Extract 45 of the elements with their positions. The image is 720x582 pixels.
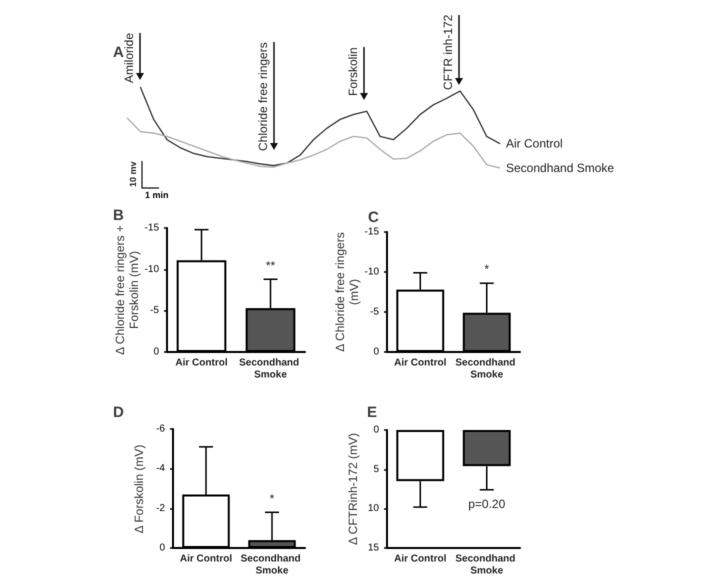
y-tick-label: -15	[364, 226, 380, 238]
y-tick-label: -2	[156, 502, 166, 514]
series-label: Secondhand Smoke	[506, 161, 614, 175]
annotation: **	[266, 258, 276, 272]
x-tick-label: Air Control	[180, 554, 232, 564]
y-tick-label: 0	[373, 346, 380, 358]
annotation: CFTR inh-172	[440, 14, 455, 90]
y-tick-label: 5	[373, 464, 380, 475]
x-tick-label: Secondhand Smoke	[239, 358, 302, 380]
y-axis-title: Δ Chloride free ringers (mV)	[333, 231, 361, 354]
annotation: *	[484, 262, 490, 276]
y-tick-label: -10	[144, 264, 160, 275]
x-tick-label: Secondhand Smoke	[455, 358, 518, 380]
y-axis-title: Δ CFTRinh-172 (mV)	[346, 432, 360, 548]
text: 1 min	[145, 190, 169, 200]
chart-title: A	[113, 44, 124, 61]
y-tick-label: 0	[373, 424, 380, 436]
y-axis-title: Δ Forskolin (mV)	[132, 443, 146, 535]
series-label: Air Control	[506, 136, 563, 151]
chart-title: B	[113, 207, 124, 224]
y-tick-label: -5	[150, 305, 160, 316]
annotation: Chloride free ringers	[256, 42, 270, 151]
y-tick-label: -4	[156, 463, 166, 474]
y-tick-label: -10	[364, 266, 380, 278]
y-tick-label: 15	[368, 542, 380, 554]
annotation: p=0.20	[468, 496, 506, 511]
y-tick-label: 0	[153, 346, 160, 358]
chart-title: D	[113, 404, 124, 421]
annotation: 10 mv	[128, 161, 138, 187]
x-tick-label: Secondhand Smoke	[240, 554, 304, 576]
y-tick-label: -15	[144, 222, 160, 234]
annotation: *	[270, 491, 275, 506]
y-tick-label: 0	[159, 542, 166, 554]
chart-title: C	[368, 209, 379, 226]
text: Amiloride	[122, 32, 136, 83]
x-tick-label: Air Control	[394, 554, 447, 564]
chart-title: E	[367, 404, 378, 421]
x-tick-label: Air Control	[175, 358, 228, 368]
y-tick-label: -5	[370, 306, 380, 318]
x-tick-label: Air Control	[394, 358, 447, 368]
y-tick-label: -6	[156, 424, 166, 434]
y-tick-label: 10	[368, 503, 380, 514]
x-tick-label: Secondhand Smoke	[455, 554, 518, 576]
annotation: Forskolin	[346, 47, 360, 96]
y-axis-title: Δ Chloride free ringers + Forskolin (mV)	[113, 224, 141, 356]
